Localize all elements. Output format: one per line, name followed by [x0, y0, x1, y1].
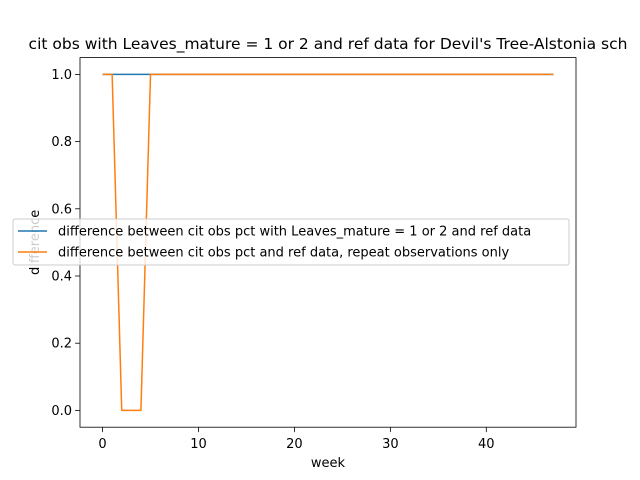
x-axis-ticks: 0 10 20 30 40	[98, 427, 495, 452]
x-axis-label: week	[311, 456, 346, 471]
series-2-line	[102, 73, 554, 412]
x-tick-label: 20	[286, 437, 303, 452]
y-tick-label: 0.6	[51, 202, 72, 217]
x-tick-label: 30	[382, 437, 399, 452]
y-tick-label: 0.2	[51, 337, 72, 352]
y-tick-label: 1.0	[51, 68, 72, 83]
legend-series-2-label: difference between cit obs pct and ref d…	[58, 246, 509, 261]
x-tick-label: 0	[98, 437, 106, 452]
plot-lines	[102, 73, 554, 412]
x-tick-label: 40	[478, 437, 495, 452]
y-tick-label: 0.0	[51, 404, 72, 419]
x-tick-label: 10	[190, 437, 207, 452]
legend-box	[12, 218, 570, 266]
y-tick-label: 0.4	[51, 270, 72, 285]
legend-series-1-label: difference between cit obs pct with Leav…	[58, 225, 531, 240]
y-axis-ticks: 0.0 0.2 0.4 0.6 0.8 1.0	[51, 68, 80, 419]
y-tick-label: 0.8	[51, 135, 72, 150]
chart-title: cit obs with Leaves_mature = 1 or 2 and …	[29, 35, 628, 54]
legend: difference between cit obs pct with Leav…	[12, 218, 570, 266]
